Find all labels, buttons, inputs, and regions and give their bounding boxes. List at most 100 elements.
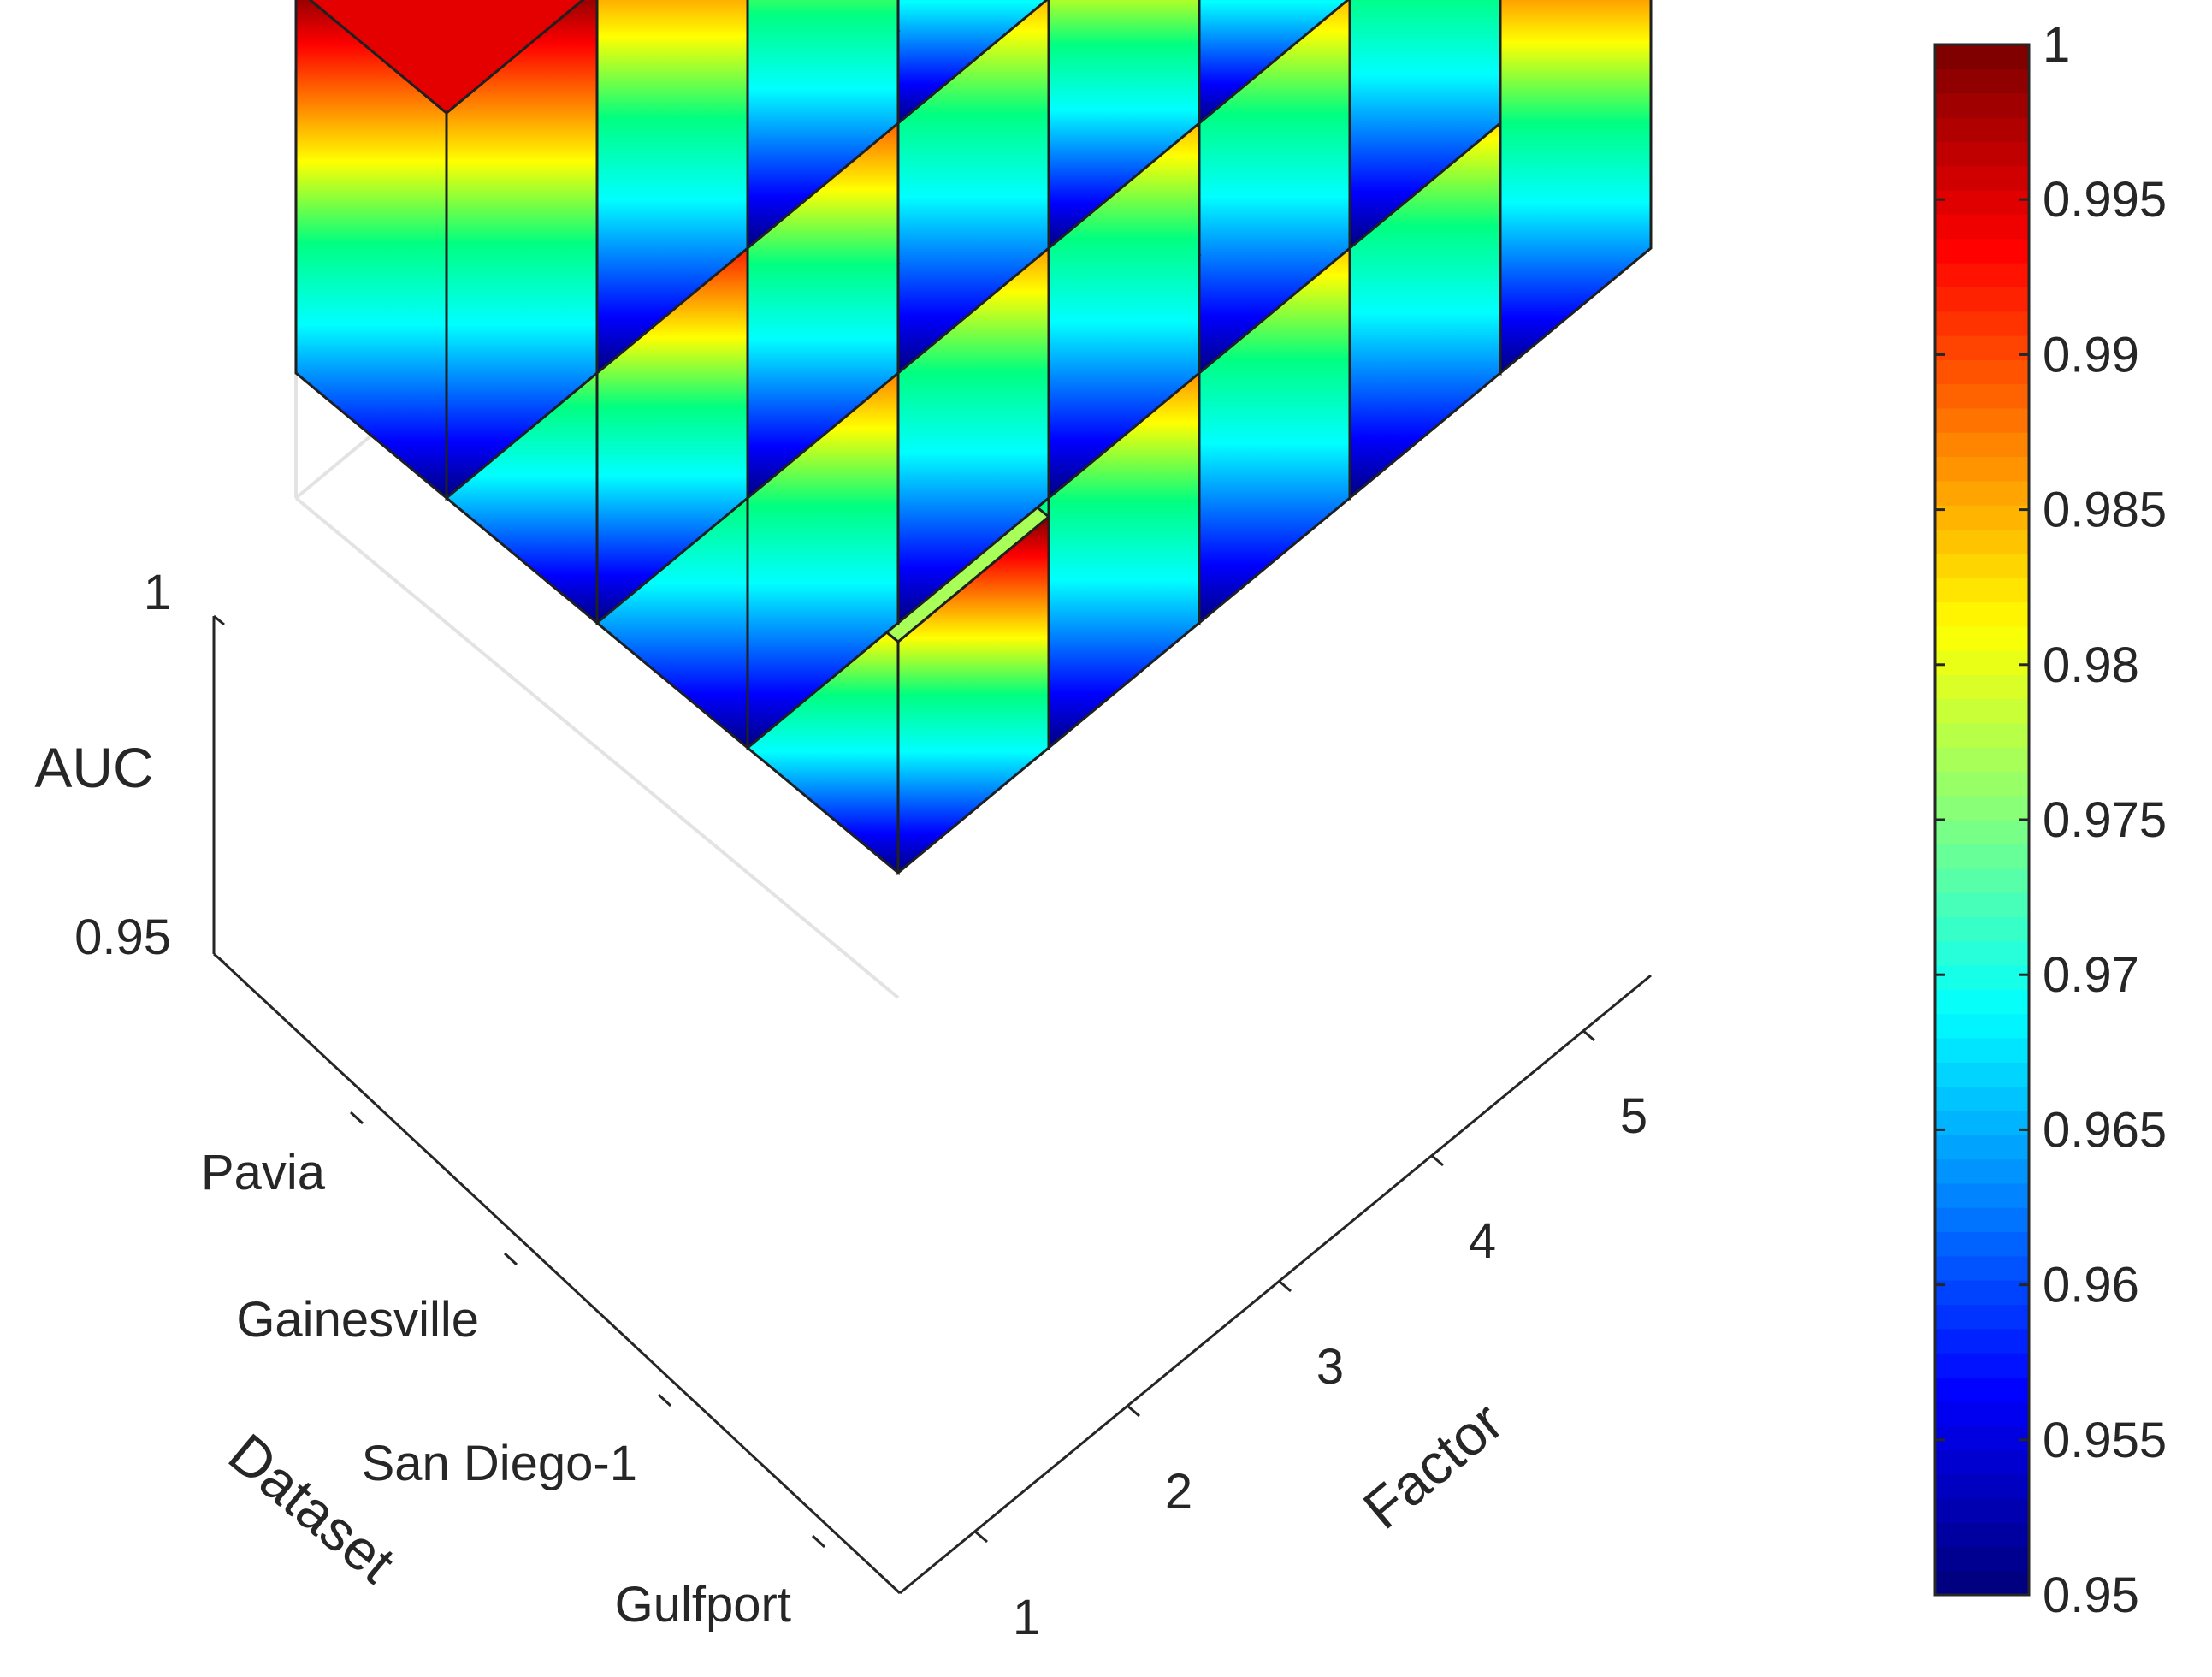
colorbar-segment (1935, 1062, 2029, 1087)
colorbar-segment (1935, 577, 2029, 602)
bar-face (1499, 0, 1653, 376)
colorbar-segment (1935, 407, 2029, 433)
bar-top (308, 0, 585, 115)
colorbar: 1 0.995 0.99 0.985 0.98 0.975 0.97 0.965 0.96 0.9… (1933, 17, 2167, 1623)
colorbar-segment (1935, 601, 2029, 627)
dataset-tick-label: San Diego-1 (362, 1436, 637, 1491)
colorbar-segment (1935, 771, 2029, 797)
colorbar-segment (1935, 359, 2029, 385)
colorbar-segment (1935, 964, 2029, 990)
colorbar-segment (1935, 1401, 2029, 1426)
colorbar-segment (1935, 698, 2029, 724)
z-tick (213, 614, 225, 626)
factor-tick (1127, 1404, 1140, 1418)
colorbar-segment (1935, 1086, 2029, 1111)
dataset-axis-line (217, 957, 902, 1595)
colorbar-segment (1935, 820, 2029, 845)
colorbar-segment (1935, 1449, 2029, 1475)
colorbar-segment (1935, 868, 2029, 893)
colorbar-tick-label: 0.975 (2043, 792, 2167, 848)
colorbar-segment (1935, 335, 2029, 360)
colorbar-segment (1935, 1135, 2029, 1160)
colorbar-segment (1935, 747, 2029, 773)
colorbar-segment (1935, 1231, 2029, 1257)
colorbar-segment (1935, 1207, 2029, 1233)
colorbar-segment (1935, 1013, 2029, 1039)
colorbar-segment (1935, 116, 2029, 143)
colorbar-segment (1935, 649, 2029, 675)
colorbar-segment (1935, 916, 2029, 942)
colorbar-segment (1935, 141, 2029, 167)
factor-tick-label: 3 (1316, 1339, 1344, 1395)
colorbar-segment (1935, 1473, 2029, 1499)
factor-tick (1430, 1153, 1444, 1167)
colorbar-tick-label: 0.98 (2043, 637, 2139, 693)
colorbar-tick-label: 0.985 (2043, 483, 2167, 538)
factor-tick (1278, 1279, 1292, 1293)
factor-tick-label: 4 (1469, 1213, 1496, 1269)
factor-tick (974, 1530, 988, 1544)
dataset-tick (811, 1534, 826, 1549)
dataset-tick-label: Gainesville (236, 1292, 479, 1348)
colorbar-segment (1935, 1352, 2029, 1378)
bar-face (1348, 0, 1502, 252)
factor-axis-label: Factor (1351, 1390, 1515, 1541)
dataset-tick-label: Gulfport (615, 1577, 791, 1633)
dataset-tick-label: Pavia (201, 1145, 326, 1200)
colorbar-segment (1935, 674, 2029, 700)
colorbar-segment (1935, 1304, 2029, 1330)
colorbar-segment (1935, 189, 2029, 215)
colorbar-segment (1935, 262, 2029, 287)
colorbar-segment (1935, 553, 2029, 578)
factor-tick-label: 5 (1620, 1088, 1647, 1144)
dataset-tick (503, 1252, 518, 1266)
colorbar-segment (1935, 1570, 2029, 1596)
colorbar-segment (1935, 214, 2029, 240)
colorbar-segment (1935, 1497, 2029, 1523)
colorbar-segment (1935, 1522, 2029, 1548)
colorbar-segment (1935, 1328, 2029, 1354)
colorbar-tick-label: 1 (2043, 17, 2070, 73)
colorbar-segment (1935, 68, 2029, 94)
colorbar-segment (1935, 1182, 2029, 1208)
colorbar-segment (1935, 722, 2029, 748)
colorbar-segment (1935, 480, 2029, 506)
colorbar-tick-label: 0.99 (2043, 327, 2139, 382)
colorbar-segment (1935, 504, 2029, 530)
colorbar-segment (1935, 92, 2029, 118)
bar-face (896, 0, 1049, 127)
dataset-tick (349, 1111, 364, 1125)
colorbar-segment (1935, 432, 2029, 458)
factor-axis-line (899, 974, 1652, 1595)
colorbar-segment (1935, 383, 2029, 409)
colorbar-tick-label: 0.97 (2043, 947, 2139, 1003)
colorbar-tick-label: 0.995 (2043, 172, 2167, 228)
colorbar-segment (1935, 1546, 2029, 1572)
colorbar-segment (1935, 795, 2029, 821)
colorbar-segment (1935, 165, 2029, 191)
colorbar-tick-label: 0.965 (2043, 1102, 2167, 1158)
colorbar-segment (1935, 989, 2029, 1015)
colorbar-segment (1935, 1377, 2029, 1402)
z-tick-label: 1 (144, 565, 171, 620)
bar-pavia-factor-1 (294, 0, 599, 501)
colorbar-segment (1935, 238, 2029, 264)
factor-tick-label: 1 (1013, 1590, 1040, 1645)
colorbar-segment (1935, 844, 2029, 869)
colorbar-segment (1935, 529, 2029, 554)
bars-group (294, 0, 1653, 876)
colorbar-segment (1935, 1425, 2029, 1450)
z-axis-label: AUC (34, 736, 153, 799)
grid-line (294, 496, 900, 999)
dataset-tick (657, 1393, 672, 1407)
colorbar-segment (1935, 1158, 2029, 1184)
colorbar-segment (1935, 1255, 2029, 1281)
bar-face (1198, 0, 1350, 127)
z-tick-label: 0.95 (74, 910, 171, 965)
colorbar-segment (1935, 1279, 2029, 1306)
colorbar-segment (1935, 287, 2029, 312)
factor-tick-label: 2 (1165, 1464, 1192, 1520)
colorbar-segment (1935, 311, 2029, 336)
colorbar-segment (1935, 456, 2029, 482)
